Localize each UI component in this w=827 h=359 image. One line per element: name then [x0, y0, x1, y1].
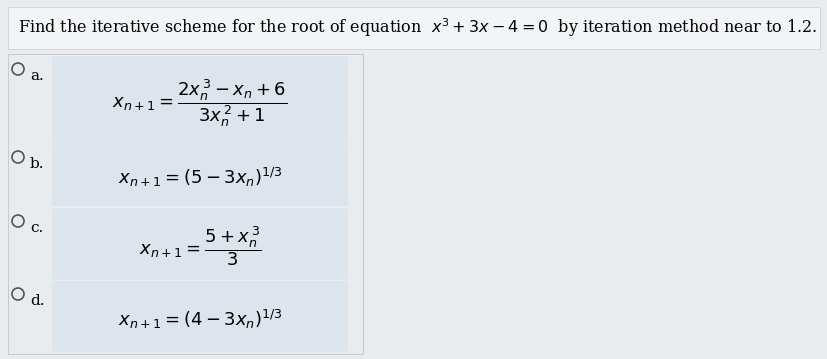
- FancyBboxPatch shape: [52, 208, 347, 280]
- Text: b.: b.: [30, 157, 45, 171]
- FancyBboxPatch shape: [52, 56, 347, 144]
- Text: $x_{n+1} = (4 - 3x_n)^{1/3}$: $x_{n+1} = (4 - 3x_n)^{1/3}$: [117, 307, 282, 331]
- FancyBboxPatch shape: [8, 7, 819, 49]
- Text: a.: a.: [30, 69, 44, 83]
- Text: $x_{n+1} = (5 - 3x_n)^{1/3}$: $x_{n+1} = (5 - 3x_n)^{1/3}$: [117, 165, 282, 188]
- Text: $x_{n+1} = \dfrac{5 + x_n^{\,3}}{3}$: $x_{n+1} = \dfrac{5 + x_n^{\,3}}{3}$: [138, 224, 261, 268]
- Text: d.: d.: [30, 294, 45, 308]
- FancyBboxPatch shape: [52, 144, 347, 206]
- Text: c.: c.: [30, 221, 43, 235]
- Text: $x_{n+1} = \dfrac{2x_n^{\,3} - x_n + 6}{3x_n^{\,2} + 1}$: $x_{n+1} = \dfrac{2x_n^{\,3} - x_n + 6}{…: [112, 77, 287, 129]
- Text: Find the iterative scheme for the root of equation  $x^3+3x-4=0$  by iteration m: Find the iterative scheme for the root o…: [18, 17, 816, 39]
- FancyBboxPatch shape: [52, 281, 347, 352]
- FancyBboxPatch shape: [8, 54, 362, 354]
